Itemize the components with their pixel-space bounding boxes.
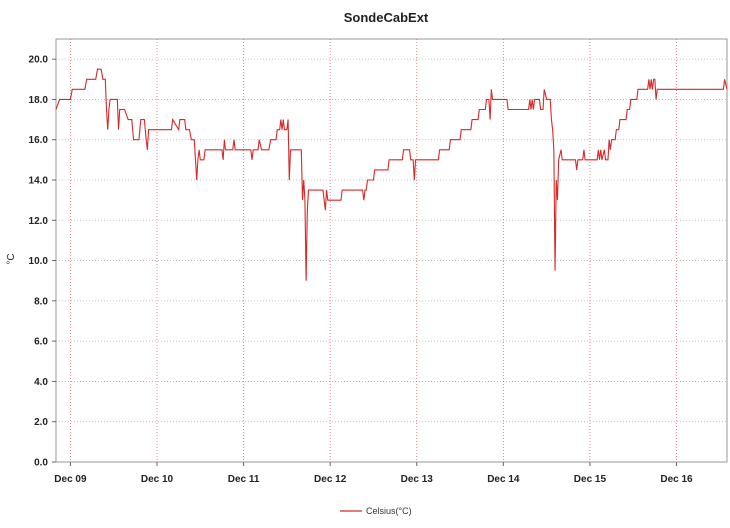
x-tick-label: Dec 12 — [314, 474, 347, 485]
series-line-celsius — [55, 68, 728, 281]
y-tick-label: 14.0 — [29, 176, 49, 187]
plot-frame — [55, 38, 728, 463]
chart-title: SondeCabExt — [344, 10, 429, 25]
x-tick-label: Dec 13 — [401, 474, 434, 485]
x-tick-label: Dec 15 — [574, 474, 607, 485]
y-tick-label: 0.0 — [34, 458, 48, 469]
grid-layer — [55, 38, 728, 463]
legend: Celsius(°C) — [340, 506, 412, 516]
x-tick-label: Dec 11 — [228, 474, 260, 485]
y-tick-label: 6.0 — [34, 337, 48, 348]
axis-layer: 0.0 2.0 4.0 6.0 8.0 10.0 12.0 14.0 16.0 18.0 20.0 D… — [29, 55, 694, 485]
y-tick-label: 10.0 — [29, 256, 49, 267]
y-tick-label: 8.0 — [34, 296, 48, 307]
y-tick-label: 16.0 — [29, 135, 49, 146]
y-tick-label: 12.0 — [29, 216, 49, 227]
x-tick-label: Dec 16 — [660, 474, 693, 485]
legend-label-celsius: Celsius(°C) — [366, 506, 412, 516]
x-tick-label: Dec 09 — [54, 474, 87, 485]
y-tick-label: 20.0 — [29, 55, 49, 66]
x-tick-label: Dec 10 — [141, 474, 174, 485]
y-tick-label: 4.0 — [34, 377, 48, 388]
x-tick-label: Dec 14 — [487, 474, 520, 485]
series-layer — [55, 68, 728, 281]
y-tick-label: 2.0 — [34, 417, 48, 428]
y-tick-label: 18.0 — [29, 95, 49, 106]
y-axis-label: °C — [6, 253, 17, 264]
